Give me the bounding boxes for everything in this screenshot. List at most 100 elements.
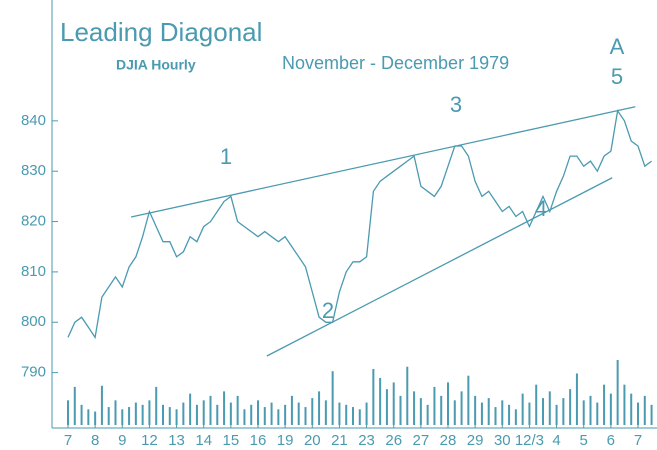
volume-bar (121, 409, 124, 425)
y-tick-label: 830 (21, 162, 46, 179)
x-tick-label: 14 (195, 432, 212, 449)
volume-bar (80, 404, 83, 425)
x-tick-label: 19 (277, 432, 294, 449)
x-tick-label: 29 (467, 432, 484, 449)
volume-bar (216, 404, 219, 425)
volume-bar (392, 382, 395, 425)
volume-bar (358, 409, 361, 425)
volume-bar (643, 395, 646, 425)
wave-label: 3 (450, 92, 462, 117)
volume-bar (175, 409, 178, 425)
volume-bar (243, 409, 246, 425)
volume-bar (297, 402, 300, 425)
volume-bar (141, 404, 144, 425)
volume-bar (189, 393, 192, 425)
volume-bar (413, 391, 416, 425)
volume-bar (168, 407, 171, 425)
volume-bar (589, 395, 592, 425)
volume-bar (548, 391, 551, 425)
volume-bar (637, 402, 639, 425)
volume-bar (562, 398, 565, 425)
volume-bar (501, 400, 504, 425)
volume-bar (447, 382, 449, 425)
volume-bar (467, 375, 470, 425)
volume-bar (385, 389, 388, 425)
volume-bar (324, 400, 327, 425)
y-tick-label: 790 (21, 364, 46, 381)
volume-bar (623, 384, 626, 425)
volume-bar (521, 393, 524, 425)
volume-bar (257, 400, 259, 425)
volume-bar (535, 384, 538, 425)
volume-bar (609, 393, 612, 425)
x-tick-label: 28 (440, 432, 457, 449)
chart-title: Leading Diagonal (60, 17, 262, 47)
volume-bar (487, 398, 490, 425)
subtitle: DJIA Hourly (116, 57, 196, 73)
volume-bar (630, 393, 633, 425)
volume-bar (209, 395, 212, 425)
x-tick-label: 21 (331, 432, 348, 449)
volume-bar (480, 402, 483, 425)
volume-bar (596, 402, 599, 425)
x-tick-label: 7 (634, 432, 642, 449)
volume-bar (311, 398, 314, 425)
y-tick-label: 840 (21, 112, 46, 129)
y-tick-label: 810 (21, 263, 46, 280)
volume-bar (453, 400, 456, 425)
volume-bar (603, 384, 606, 425)
volume-bar (379, 377, 382, 425)
volume-bar (100, 385, 103, 425)
volume-bar (650, 404, 653, 425)
volume-bar (399, 395, 402, 425)
volume-bar (331, 371, 334, 425)
wave-label: A (610, 34, 625, 59)
volume-bar (87, 409, 90, 425)
x-tick-label: 26 (385, 432, 402, 449)
volume-bar (155, 386, 158, 425)
volume-bar (474, 395, 477, 425)
volume-bar (460, 391, 463, 425)
x-tick-label: 4 (552, 432, 560, 449)
volume-bar (107, 407, 110, 425)
volume-bar (250, 404, 253, 425)
volume-bar (345, 404, 348, 425)
volume-bar (575, 373, 578, 425)
trendline (130, 106, 636, 218)
volume-bar (528, 402, 531, 425)
x-tick-label: 9 (118, 432, 126, 449)
volume-bar (182, 402, 185, 425)
x-tick-label: 7 (64, 432, 72, 449)
volume-bar (263, 407, 266, 425)
volume-bar (514, 409, 517, 425)
volume-bar (440, 395, 443, 425)
volume-bar (555, 404, 558, 425)
y-tick-label: 820 (21, 213, 46, 230)
volume-bar (195, 404, 198, 425)
x-tick-label: 5 (580, 432, 588, 449)
volume-bar (67, 400, 69, 425)
x-tick-label: 16 (250, 432, 267, 449)
wave-label: 2 (322, 298, 334, 323)
volume-bar (162, 404, 164, 425)
volume-bar (134, 402, 137, 425)
x-tick-label: 30 (494, 432, 511, 449)
volume-bar (372, 368, 375, 425)
x-tick-label: 6 (607, 432, 615, 449)
wave-label: 1 (220, 144, 232, 169)
volume-bar (365, 402, 368, 425)
wave-label: 4 (535, 196, 547, 221)
trendline (266, 177, 613, 357)
volume-bar (128, 407, 131, 425)
volume-bar (338, 402, 341, 425)
y-tick-label: 800 (21, 313, 46, 330)
x-tick-label: 13 (168, 432, 185, 449)
volume-bar (433, 386, 436, 425)
x-tick-label: 15 (223, 432, 240, 449)
volume-bar (304, 407, 307, 425)
volume-bar (406, 366, 409, 425)
x-tick-label: 8 (91, 432, 99, 449)
x-tick-label: 12/3 (515, 432, 544, 449)
volume-bar (236, 395, 239, 425)
